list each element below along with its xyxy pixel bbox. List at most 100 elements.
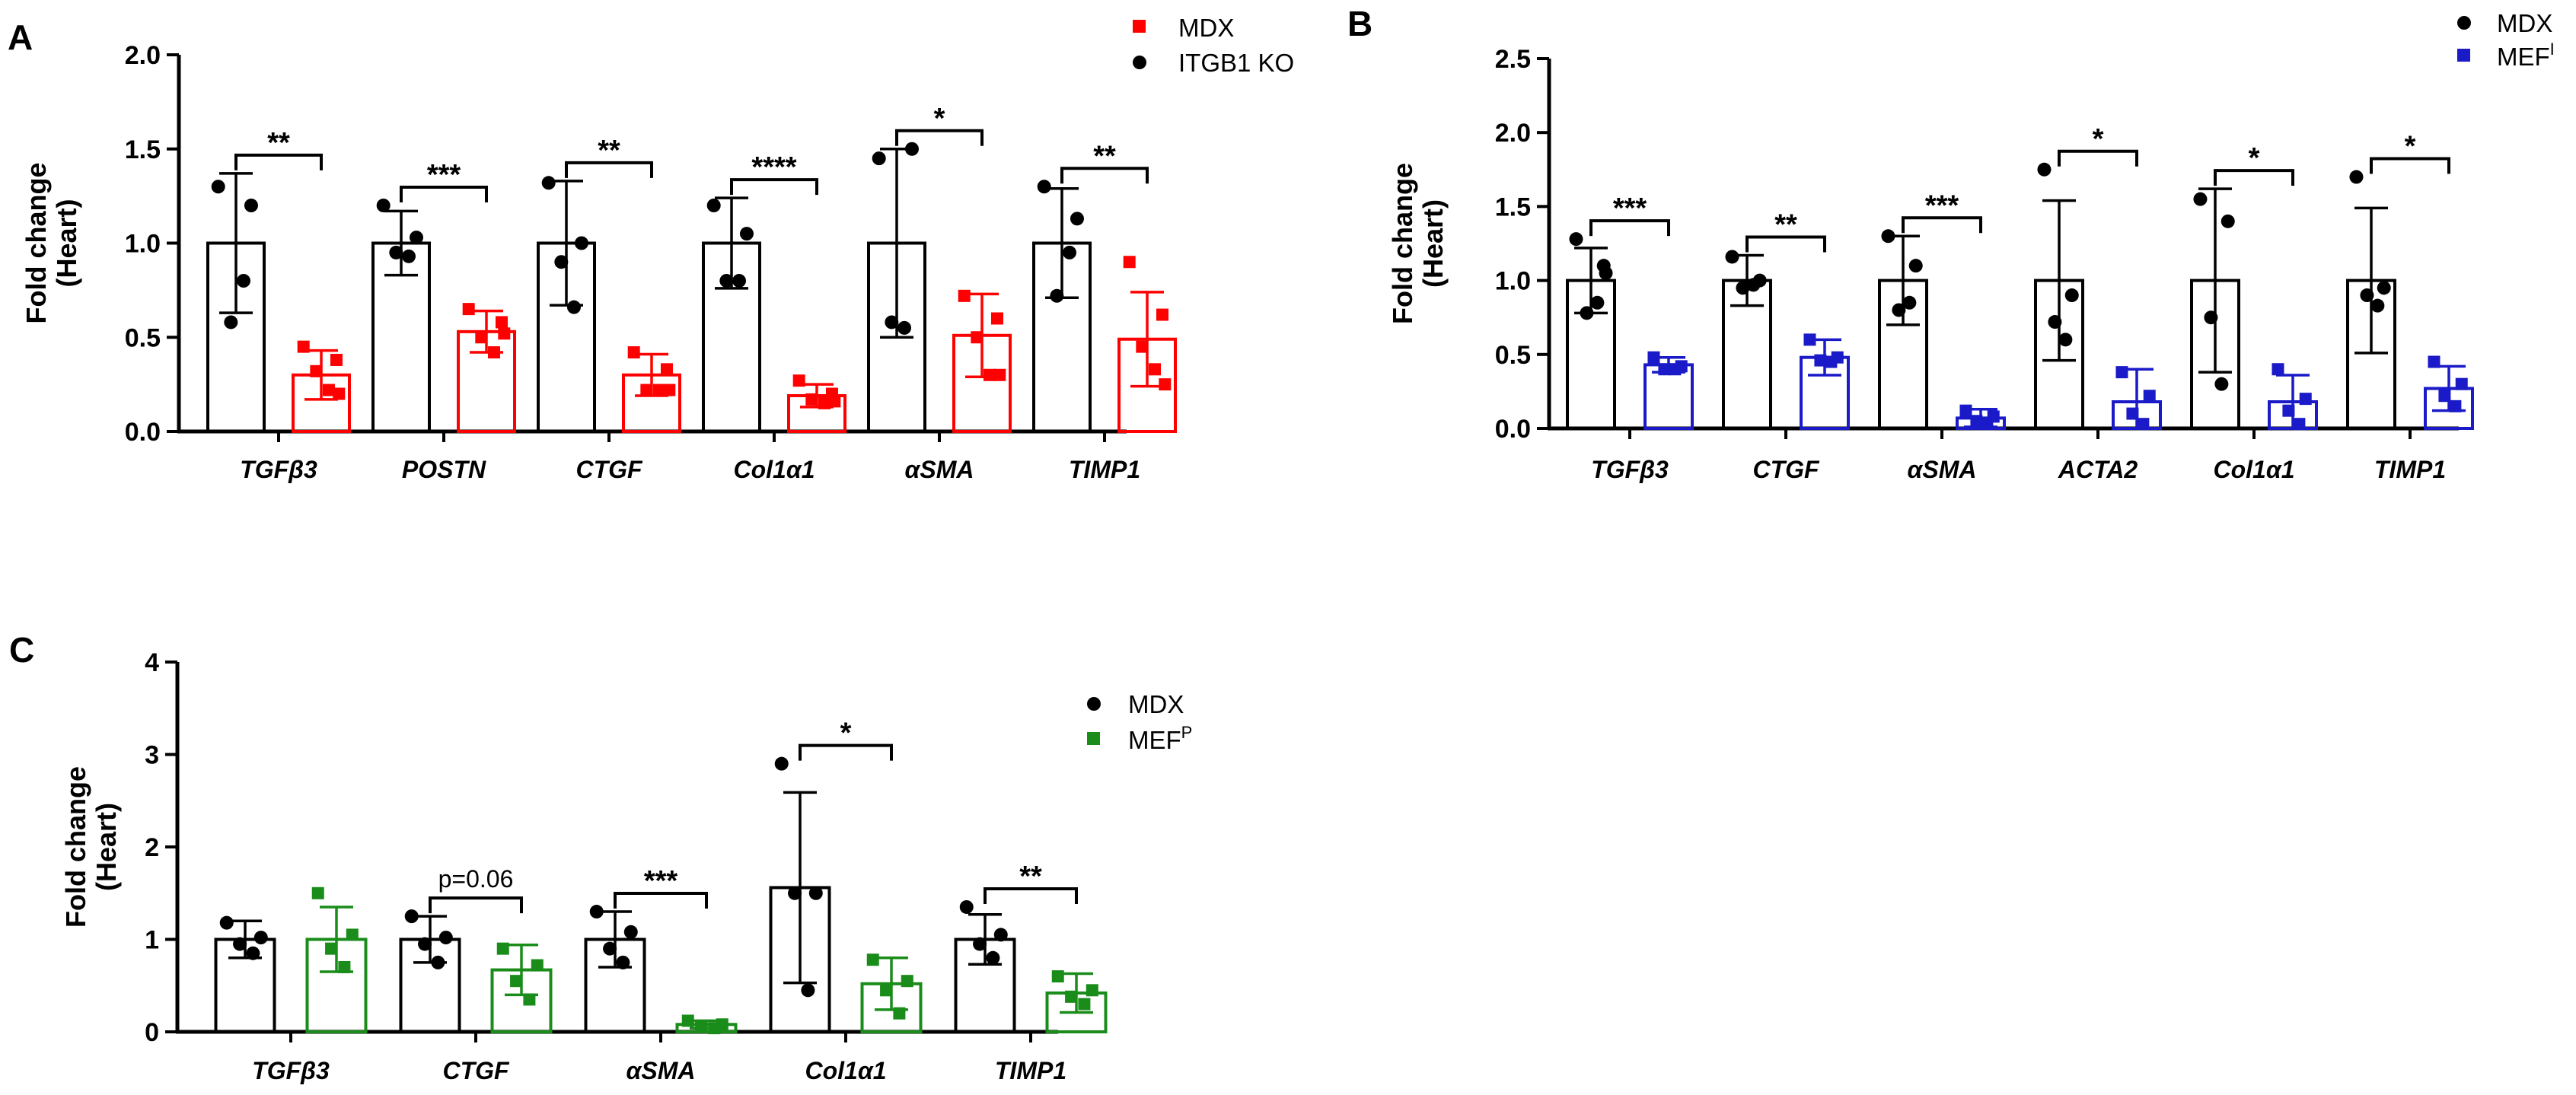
panel-a-y-tick-label: 1.5 bbox=[125, 135, 161, 164]
panel-c-y-tick-label: 2 bbox=[145, 833, 159, 862]
panel-c-y-tick-label: 3 bbox=[145, 741, 159, 770]
panel-c-point-mdx bbox=[973, 937, 987, 951]
panel-b-point-mefi bbox=[1825, 355, 1838, 368]
panel-c-point-mdx bbox=[219, 915, 234, 930]
panel-c-y-tick-label: 1 bbox=[145, 926, 159, 955]
panel-a-y-axis-label: Fold change bbox=[21, 162, 52, 323]
panel-b-point-mdx bbox=[2360, 288, 2374, 303]
panel-c-point-mdx bbox=[986, 950, 1000, 965]
panel-b-point-mefi bbox=[2143, 390, 2156, 403]
panel-a-significance-label: * bbox=[934, 103, 945, 135]
legend-swatch-mdx bbox=[1087, 697, 1101, 711]
panel-c-significance-label: *** bbox=[644, 865, 678, 897]
panel-c-point-mefp bbox=[901, 975, 913, 988]
panel-a-point-itgb1-ko bbox=[885, 315, 899, 329]
panel-b-point-mefi bbox=[1658, 363, 1671, 376]
panel-c-point-mefp bbox=[880, 984, 893, 997]
panel-a-chart: A MDX ITGB1 KO 0.0 0.5 1.0 1.5 2.0 Fold chang… bbox=[8, 14, 1294, 483]
panel-c-point-mdx bbox=[246, 946, 260, 960]
panel-c-point-mefp bbox=[708, 1022, 721, 1035]
panel-b-point-mdx bbox=[2204, 310, 2218, 325]
panel-c-point-mefp bbox=[695, 1020, 708, 1033]
panel-c-category-sma: αSMA bbox=[626, 1057, 696, 1084]
panel-c-significance-bracket bbox=[614, 892, 708, 909]
panel-b-point-mefi bbox=[1647, 351, 1660, 364]
panel-b-category-ctgf: CTGF bbox=[1752, 456, 1820, 483]
panel-a-point-mdx bbox=[818, 396, 831, 409]
panel-c-point-mefp bbox=[681, 1014, 694, 1027]
panel-a-point-itgb1-ko bbox=[732, 274, 746, 288]
panel-a-point-mdx bbox=[805, 393, 818, 406]
panel-b-legend: MDX MEFI bbox=[2457, 9, 2555, 71]
panel-b-y-tick-label: 0.0 bbox=[1495, 415, 1531, 444]
panel-c-y-axis-label: (Heart) bbox=[91, 803, 122, 891]
panel-b-y-axis-label: Fold change bbox=[1387, 163, 1418, 324]
panel-a-point-itgb1-ko bbox=[541, 176, 556, 190]
panel-a-point-itgb1-ko bbox=[1037, 180, 1051, 194]
panel-b-y-tick-label: 2.0 bbox=[1495, 119, 1531, 148]
panel-c-significance-label: ** bbox=[1019, 861, 1042, 893]
panel-a-point-mdx bbox=[663, 384, 676, 396]
panel-a-category-col1-1: Col1α1 bbox=[734, 456, 815, 483]
panel-b-point-mdx bbox=[2221, 214, 2235, 228]
panel-b-point-mdx bbox=[1580, 306, 1594, 320]
panel-c-point-mdx bbox=[404, 909, 419, 924]
panel-b-point-mdx bbox=[1908, 259, 1923, 273]
panel-a-significance-label: **** bbox=[751, 151, 796, 183]
panel-a-point-itgb1-ko bbox=[376, 199, 391, 212]
panel-c-y-tick-label: 4 bbox=[145, 648, 159, 677]
panel-b-y-tick-label: 1.0 bbox=[1495, 267, 1531, 296]
panel-a-category-ctgf: CTGF bbox=[575, 456, 643, 483]
panel-a-significance-bracket bbox=[895, 129, 984, 146]
panel-a-point-mdx bbox=[983, 368, 996, 381]
panel-a-category-tgf-3: TGFβ3 bbox=[240, 456, 317, 483]
panel-a-point-mdx bbox=[660, 363, 673, 376]
panel-a-point-mdx bbox=[640, 384, 653, 396]
panel-b-point-mefi bbox=[2126, 407, 2139, 420]
legend-label-mefi-sup: I bbox=[2550, 40, 2555, 59]
panel-a-significance-bracket bbox=[565, 161, 653, 178]
panel-a-significance-bracket bbox=[1060, 167, 1149, 184]
panel-b-point-mefi bbox=[2115, 366, 2128, 379]
panel-a-point-mdx bbox=[1136, 340, 1149, 353]
panel-c-point-mefp bbox=[1051, 970, 1064, 983]
panel-c-point-mefp bbox=[496, 942, 509, 955]
panel-a-significance-label: ** bbox=[598, 135, 620, 167]
panel-c-point-mdx bbox=[808, 886, 823, 900]
panel-c-point-mdx bbox=[774, 756, 789, 771]
panel-b-point-mefi bbox=[2438, 390, 2451, 403]
panel-c-category-col1-1: Col1α1 bbox=[805, 1057, 887, 1084]
panel-c-point-mefp bbox=[1078, 998, 1091, 1011]
panel-a-point-itgb1-ko bbox=[719, 274, 734, 288]
panel-b-point-mdx bbox=[2377, 281, 2391, 295]
panel-b-point-mefi bbox=[1959, 404, 1972, 417]
panel-b-point-mdx bbox=[1569, 232, 1583, 247]
panel-a-point-mdx bbox=[475, 331, 488, 344]
panel-b-category-timp1: TIMP1 bbox=[2374, 456, 2446, 483]
panel-a-legend: MDX ITGB1 KO bbox=[1133, 14, 1294, 77]
panel-c-point-mdx bbox=[233, 937, 247, 951]
panel-a-point-mdx bbox=[495, 316, 508, 329]
panel-c-chart: C MDX MEFP 0 1 2 3 4 Fold change (Heart) TGFβ3 C… bbox=[9, 630, 1192, 1084]
panel-a-significance-label: ** bbox=[1093, 140, 1116, 172]
panel-a-point-itgb1-ko bbox=[706, 199, 721, 212]
panel-b-point-mefi bbox=[2293, 418, 2306, 431]
panel-b-significance-label: * bbox=[2249, 142, 2260, 174]
panel-a-y-axis-label: (Heart) bbox=[51, 199, 82, 287]
panel-c-point-mdx bbox=[788, 886, 802, 900]
panel-c-point-mdx bbox=[431, 955, 445, 969]
panel-b-point-mefi bbox=[1669, 363, 1682, 376]
panel-a-point-mdx bbox=[1123, 256, 1136, 269]
panel-b-significance-label: *** bbox=[1613, 193, 1647, 224]
panel-c-category-timp1: TIMP1 bbox=[995, 1057, 1066, 1084]
panel-c-significance-label: * bbox=[840, 718, 852, 750]
panel-a-significance-bracket bbox=[400, 186, 488, 202]
panel-c-point-mdx bbox=[801, 983, 815, 998]
panel-a-point-itgb1-ko bbox=[1070, 212, 1084, 226]
panel-c-significance-bracket bbox=[429, 896, 523, 914]
legend-label-mdx: MDX bbox=[2497, 9, 2552, 37]
panel-a-point-mdx bbox=[330, 353, 343, 366]
panel-c-point-mefp bbox=[1086, 984, 1098, 997]
panel-b-point-mdx bbox=[2048, 315, 2062, 329]
panel-a-point-itgb1-ko bbox=[211, 180, 225, 194]
